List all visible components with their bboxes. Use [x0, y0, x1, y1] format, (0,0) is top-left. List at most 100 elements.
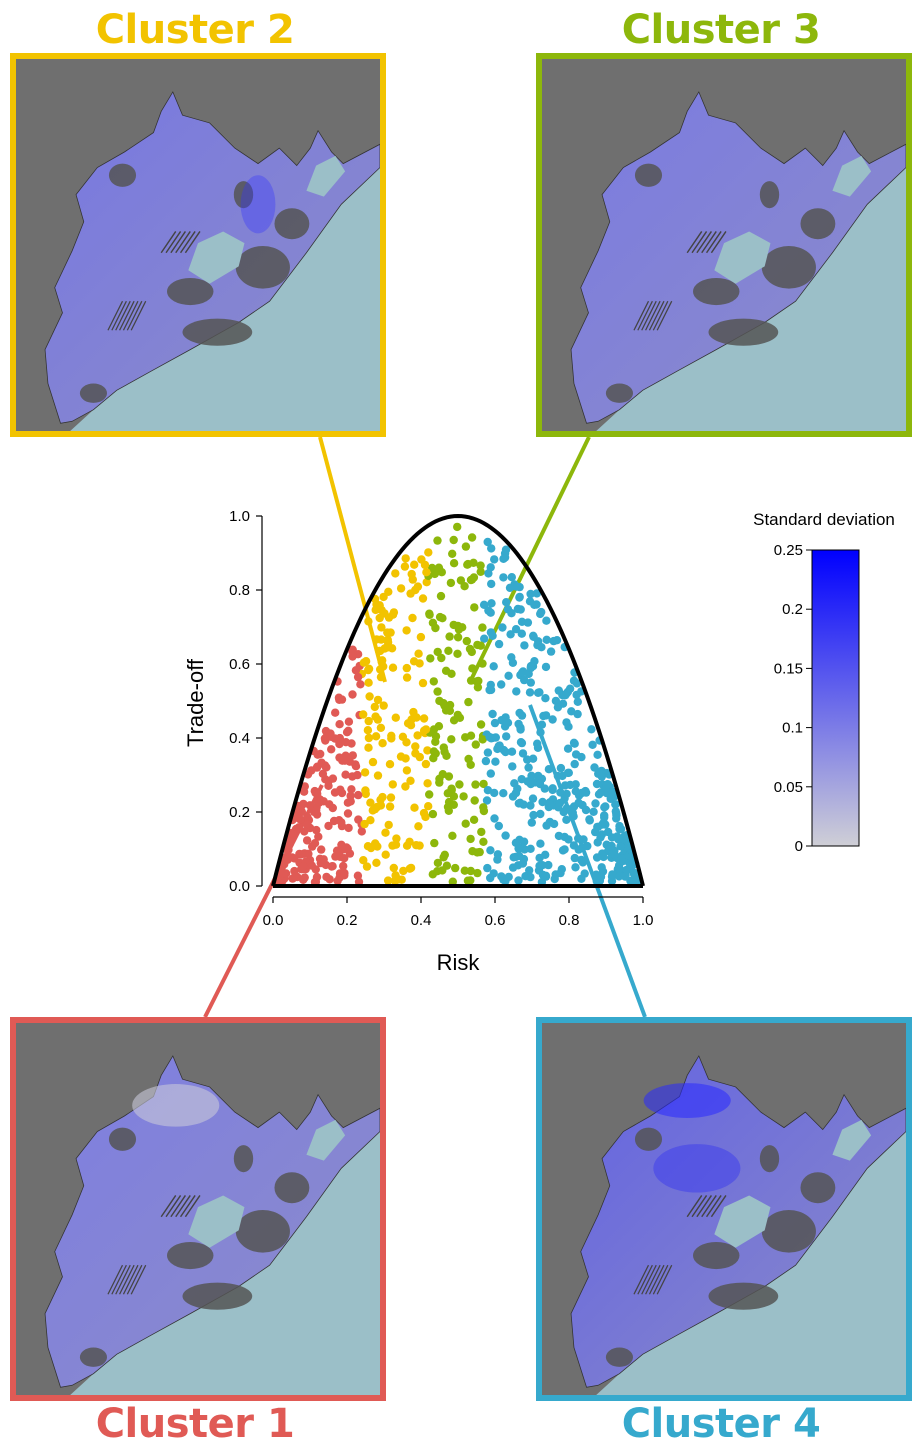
data-point	[413, 582, 423, 591]
urban-patch	[761, 1209, 816, 1253]
data-point	[407, 715, 416, 724]
data-point	[411, 749, 420, 758]
boundary-curve	[271, 513, 645, 887]
data-point	[622, 865, 631, 875]
data-point	[337, 788, 347, 798]
data-point	[448, 831, 457, 840]
data-point	[556, 868, 565, 878]
data-point	[541, 694, 550, 703]
data-point	[556, 763, 566, 773]
data-point	[414, 822, 423, 831]
field-strip	[710, 231, 727, 254]
data-point	[320, 734, 330, 743]
data-point	[414, 649, 423, 658]
data-point	[364, 678, 373, 687]
data-point	[429, 677, 438, 686]
data-point	[449, 800, 458, 809]
data-point	[431, 737, 440, 746]
urban-patch	[182, 318, 253, 346]
data-point	[388, 610, 398, 619]
data-point	[426, 654, 435, 663]
data-point	[423, 746, 432, 755]
data-point	[443, 789, 452, 798]
data-point	[353, 672, 363, 682]
data-point	[433, 647, 442, 657]
data-point	[439, 853, 448, 862]
data-point	[616, 842, 625, 851]
field-strip	[175, 1195, 191, 1218]
field-strip	[705, 1195, 722, 1218]
data-point	[499, 789, 508, 798]
data-point	[497, 680, 506, 689]
data-point	[415, 659, 424, 668]
data-point	[532, 600, 541, 609]
data-point	[520, 641, 529, 650]
field-strip	[184, 1195, 201, 1218]
data-point	[324, 821, 333, 831]
data-point	[483, 748, 493, 757]
data-point	[592, 853, 602, 862]
field-strip	[641, 300, 657, 331]
data-point	[541, 662, 551, 672]
data-point	[406, 776, 415, 785]
field-strip	[179, 231, 196, 254]
data-point	[410, 560, 419, 569]
data-point	[536, 809, 545, 819]
data-point	[550, 874, 559, 884]
lagoon	[832, 1119, 872, 1161]
data-point	[516, 725, 525, 734]
data-point	[420, 560, 430, 570]
data-point	[398, 732, 408, 741]
data-point	[589, 807, 598, 816]
data-point	[615, 864, 624, 873]
data-point	[469, 815, 479, 824]
data-point	[591, 799, 600, 808]
data-point	[448, 877, 457, 886]
data-point	[574, 834, 583, 843]
data-point	[476, 567, 485, 576]
data-point	[501, 831, 510, 840]
data-point	[614, 872, 624, 881]
urban-patch	[693, 1241, 740, 1270]
data-point	[549, 819, 559, 829]
y-tick-label: 0.4	[229, 730, 250, 747]
data-point	[554, 831, 564, 841]
data-point	[488, 709, 497, 719]
sea-area	[70, 1131, 380, 1395]
data-point	[456, 576, 466, 585]
data-point	[565, 684, 575, 693]
data-point	[520, 675, 529, 685]
data-point	[542, 635, 551, 644]
data-point	[482, 796, 492, 805]
data-point	[460, 866, 469, 875]
data-point	[564, 835, 573, 844]
data-point	[419, 808, 429, 818]
data-point	[405, 864, 414, 873]
data-point	[490, 718, 500, 728]
urban-patch	[235, 1209, 290, 1253]
connector-cluster-3	[468, 436, 591, 683]
data-point	[396, 584, 406, 593]
data-point	[361, 657, 371, 666]
data-point	[561, 781, 570, 790]
data-point	[453, 649, 462, 658]
field-strip	[160, 1195, 177, 1218]
data-point	[337, 695, 347, 704]
data-point	[530, 657, 539, 666]
data-point	[465, 644, 475, 654]
data-point	[410, 803, 419, 812]
data-point	[335, 720, 344, 729]
data-point	[359, 710, 368, 719]
data-point	[537, 720, 547, 729]
data-point	[494, 742, 503, 751]
data-point	[370, 702, 379, 712]
data-point	[597, 772, 606, 781]
data-point	[401, 782, 410, 791]
data-point	[526, 872, 535, 882]
data-point	[466, 834, 475, 844]
urban-patch	[108, 163, 137, 187]
data-point	[371, 732, 381, 741]
data-point	[526, 663, 535, 673]
data-point	[391, 569, 400, 578]
data-point	[483, 786, 493, 795]
